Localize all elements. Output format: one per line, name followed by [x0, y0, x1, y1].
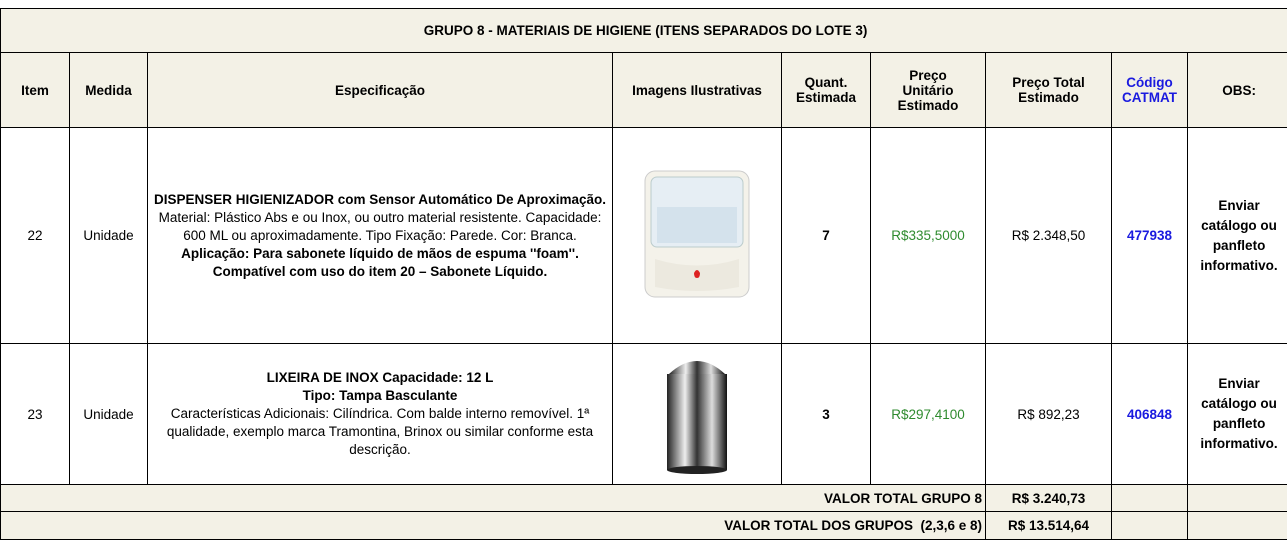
total-value: R$ 3.240,73	[986, 485, 1112, 512]
materials-table: GRUPO 8 - MATERIAIS DE HIGIENE (ITENS SE…	[0, 8, 1287, 540]
column-header: Quant. Estimada	[782, 53, 871, 128]
specification: LIXEIRA DE INOX Capacidade: 12 L Tipo: T…	[148, 344, 613, 485]
column-header: Item	[1, 53, 70, 128]
catmat: 406848	[1112, 344, 1188, 485]
image-cell	[613, 128, 782, 344]
unit-price: R$335,5000	[871, 128, 986, 344]
item: 22	[1, 128, 70, 344]
quantity: 3	[782, 344, 871, 485]
bin-image	[657, 348, 737, 478]
spec-heading: DISPENSER HIGIENIZADOR com Sensor Automá…	[151, 191, 609, 209]
total-value: R$ 13.514,64	[986, 512, 1112, 540]
total-label: VALOR TOTAL DOS GRUPOS (2,3,6 e 8)	[1, 512, 986, 540]
unit-price: R$297,4100	[871, 344, 986, 485]
column-header: Preço Unitário Estimado	[871, 53, 986, 128]
quantity: 7	[782, 128, 871, 344]
total-label: VALOR TOTAL GRUPO 8	[1, 485, 986, 512]
obs: Enviar catálogo ou panfleto informativo.	[1188, 344, 1287, 485]
medida: Unidade	[70, 128, 148, 344]
total-price: R$ 892,23	[986, 344, 1112, 485]
empty-cell	[1112, 485, 1188, 512]
image-cell	[613, 344, 782, 485]
column-header: Medida	[70, 53, 148, 128]
column-header: Código CATMAT	[1112, 53, 1188, 128]
spec-heading: Tipo: Tampa Basculante	[151, 387, 609, 405]
empty-cell	[1112, 512, 1188, 540]
catmat: 477938	[1112, 128, 1188, 344]
column-header: Preço Total Estimado	[986, 53, 1112, 128]
table-title: GRUPO 8 - MATERIAIS DE HIGIENE (ITENS SE…	[1, 9, 1287, 53]
spec-body: Características Adicionais: Cilíndrica. …	[151, 405, 609, 459]
item: 23	[1, 344, 70, 485]
empty-cell	[1188, 512, 1287, 540]
total-price: R$ 2.348,50	[986, 128, 1112, 344]
obs: Enviar catálogo ou panfleto informativo.	[1188, 128, 1287, 344]
spec-heading: LIXEIRA DE INOX Capacidade: 12 L	[151, 369, 609, 387]
spec-body: Material: Plástico Abs e ou Inox, ou out…	[151, 209, 609, 245]
empty-cell	[1188, 485, 1287, 512]
dispenser-image	[637, 167, 757, 302]
spec-note: Aplicação: Para sabonete líquido de mãos…	[151, 245, 609, 281]
column-header: OBS:	[1188, 53, 1287, 128]
medida: Unidade	[70, 344, 148, 485]
specification: DISPENSER HIGIENIZADOR com Sensor Automá…	[148, 128, 613, 344]
column-header: Especificação	[148, 53, 613, 128]
column-header: Imagens Ilustrativas	[613, 53, 782, 128]
